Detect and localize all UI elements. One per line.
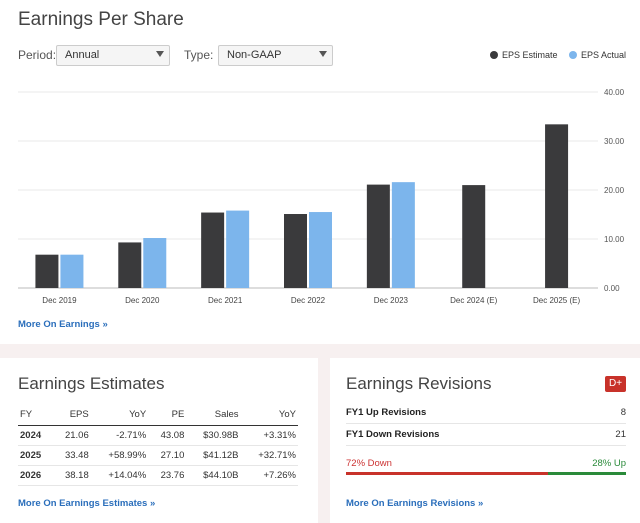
- revisions-card: [330, 358, 640, 523]
- x-tick-label: Dec 2024 (E): [450, 296, 497, 305]
- type-value: Non-GAAP: [227, 49, 282, 61]
- cell-fy: 2025: [18, 445, 53, 466]
- cell-sales: $41.12B: [186, 445, 241, 466]
- eps-actual-bar: [60, 254, 84, 288]
- eps-estimate-bar: [35, 254, 59, 288]
- cell-eps: 38.18: [52, 465, 91, 486]
- eps-estimate-bar: [284, 214, 307, 288]
- revisions-grade-badge: D+: [605, 376, 626, 392]
- legend-actual[interactable]: EPS Actual: [569, 50, 626, 60]
- y-tick-label: 10.00: [604, 235, 625, 244]
- revisions-ratio-bar: [346, 472, 626, 475]
- cell-eps-yoy: -2.71%: [90, 425, 149, 446]
- estimates-table: FY EPS YoY PE Sales YoY 2024 21.06 -2.71…: [18, 409, 298, 486]
- cell-eps-yoy: +14.04%: [90, 465, 149, 486]
- y-tick-label: 20.00: [604, 186, 625, 195]
- table-row: 2026 38.18 +14.04% 23.76 $44.10B +7.26%: [18, 465, 298, 486]
- eps-estimate-bar: [118, 242, 142, 288]
- period-label: Period:: [18, 48, 57, 62]
- x-tick-label: Dec 2020: [125, 296, 160, 305]
- eps-actual-bar: [143, 238, 167, 288]
- cell-sales-yoy: +32.71%: [240, 445, 298, 466]
- cell-eps: 33.48: [52, 445, 91, 466]
- x-tick-label: Dec 2023: [374, 296, 409, 305]
- cell-pe: 43.08: [148, 425, 187, 446]
- cell-pe: 27.10: [148, 445, 187, 466]
- cell-eps-yoy: +58.99%: [90, 445, 149, 466]
- up-revisions-value: 8: [620, 407, 626, 418]
- cell-sales-yoy: +7.26%: [240, 465, 298, 486]
- more-on-earnings-estimates-link[interactable]: More On Earnings Estimates »: [18, 498, 156, 509]
- legend-estimate[interactable]: EPS Estimate: [490, 50, 558, 60]
- x-tick-label: Dec 2019: [42, 296, 77, 305]
- eps-estimate-bar: [366, 184, 390, 288]
- cell-sales: $44.10B: [186, 465, 241, 486]
- table-row: 2025 33.48 +58.99% 27.10 $41.12B +32.71%: [18, 445, 298, 466]
- estimates-title: Earnings Estimates: [18, 374, 165, 393]
- x-tick-label: Dec 2021: [208, 296, 243, 305]
- x-tick-label: Dec 2025 (E): [533, 296, 580, 305]
- chevron-down-icon: [156, 51, 164, 57]
- estimate-dot-icon: [490, 51, 498, 59]
- eps-actual-bar: [309, 212, 332, 288]
- down-revisions-value: 21: [615, 429, 626, 440]
- y-tick-label: 30.00: [604, 137, 625, 146]
- more-on-earnings-link[interactable]: More On Earnings »: [18, 319, 108, 330]
- header-eps-yoy: YoY: [90, 409, 149, 426]
- cell-fy: 2024: [18, 425, 53, 446]
- eps-bar-chart: 0.00 10.00 20.00 30.00 40.00 Dec 2019 Dec 2020…: [18, 88, 625, 305]
- legend-actual-label: EPS Actual: [581, 50, 627, 60]
- up-ratio-segment: [547, 472, 626, 475]
- table-row: 2024 21.06 -2.71% 43.08 $30.98B +3.31%: [18, 425, 298, 446]
- period-value: Annual: [65, 49, 100, 61]
- period-select[interactable]: Annual: [56, 45, 170, 66]
- eps-actual-bar: [226, 210, 250, 288]
- up-percent-label: 28% Up: [592, 458, 626, 469]
- cell-sales-yoy: +3.31%: [240, 425, 298, 446]
- revisions-bar-labels: 72% Down 28% Up: [346, 458, 626, 469]
- eps-estimate-bar: [545, 124, 569, 288]
- y-tick-label: 0.00: [604, 284, 620, 293]
- actual-dot-icon: [569, 51, 577, 59]
- down-percent-label: 72% Down: [346, 458, 392, 469]
- legend-estimate-label: EPS Estimate: [502, 50, 558, 60]
- revisions-title: Earnings Revisions: [346, 374, 492, 393]
- chevron-down-icon: [319, 51, 327, 57]
- header-sales: Sales: [186, 409, 241, 426]
- eps-actual-bar: [391, 182, 415, 288]
- eps-estimate-bar: [201, 212, 225, 288]
- type-select[interactable]: Non-GAAP: [218, 45, 333, 66]
- more-on-earnings-revisions-link[interactable]: More On Earnings Revisions »: [346, 498, 484, 509]
- down-revisions-label: FY1 Down Revisions: [346, 429, 440, 440]
- cell-sales: $30.98B: [186, 425, 241, 446]
- cell-eps: 21.06: [52, 425, 91, 446]
- eps-estimate-bar: [462, 185, 486, 288]
- type-label: Type:: [184, 48, 214, 62]
- eps-title: Earnings Per Share: [18, 9, 184, 30]
- header-eps: EPS: [52, 409, 91, 426]
- cell-fy: 2026: [18, 465, 53, 486]
- up-revisions-row: FY1 Up Revisions 8: [346, 402, 626, 424]
- y-tick-label: 40.00: [604, 88, 625, 97]
- down-ratio-segment: [346, 472, 548, 475]
- header-fy: FY: [18, 409, 53, 426]
- up-revisions-label: FY1 Up Revisions: [346, 407, 427, 418]
- down-revisions-row: FY1 Down Revisions 21: [346, 424, 626, 446]
- cell-pe: 23.76: [148, 465, 187, 486]
- x-tick-label: Dec 2022: [291, 296, 326, 305]
- table-header-row: FY EPS YoY PE Sales YoY: [18, 409, 298, 426]
- header-pe: PE: [148, 409, 187, 426]
- header-sales-yoy: YoY: [240, 409, 298, 426]
